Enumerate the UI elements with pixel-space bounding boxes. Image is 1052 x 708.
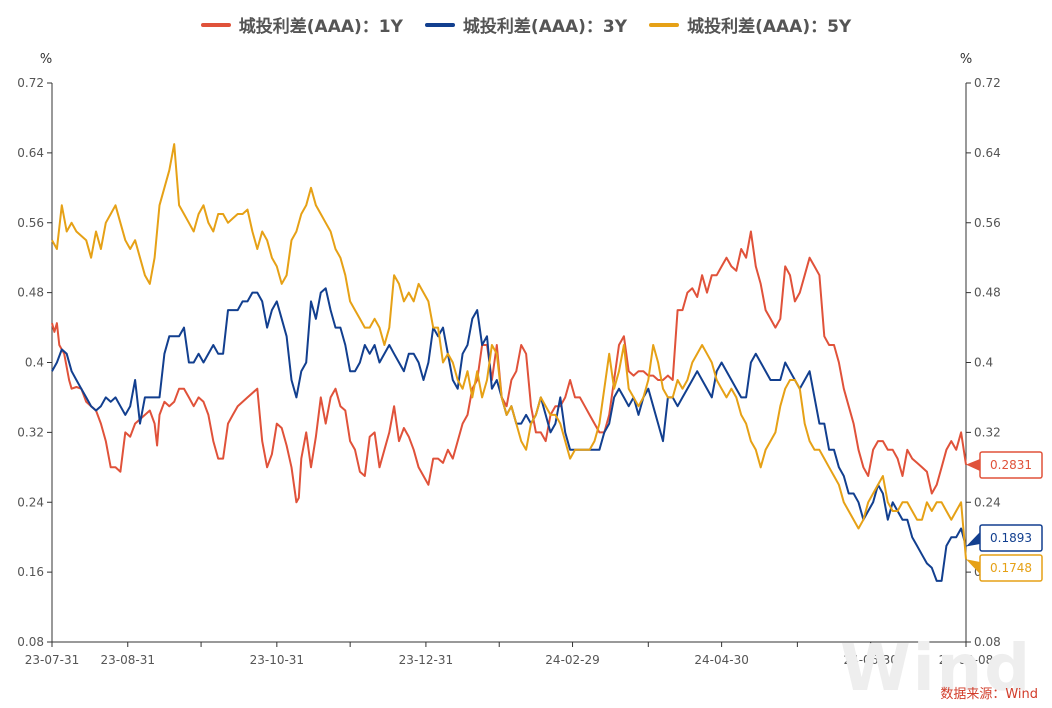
legend-item-1y[interactable]: 城投利差(AAA)：1Y: [200, 12, 403, 37]
y-tick-label-left: 0.56: [17, 216, 44, 230]
y-tick-label-right: 0.08: [974, 635, 1001, 649]
x-tick-label: 23-07-31: [25, 653, 79, 667]
y-tick-label-left: 0.64: [17, 146, 44, 160]
legend-label-3y: 城投利差(AAA)：3Y: [462, 17, 628, 37]
end-label-2: 0.1748: [990, 561, 1032, 575]
y-tick-label-left: 0.16: [17, 565, 44, 579]
legend-item-3y[interactable]: 城投利差(AAA)：3Y: [424, 12, 628, 37]
series-line-1: [51, 287, 967, 582]
y-tick-label-right: 0.4: [974, 356, 993, 370]
y-tick-label-right: 0.56: [974, 216, 1001, 230]
end-label-pointer-2: [966, 559, 980, 574]
legend: 城投利差(AAA)：1Y 城投利差(AAA)：3Y 城投利差(AAA)：5Y: [0, 12, 1052, 37]
end-label-0: 0.2831: [990, 458, 1032, 472]
series-line-2: [51, 143, 967, 560]
end-label-pointer-1: [966, 532, 980, 547]
series-line-0: [51, 230, 967, 504]
legend-swatch-3y: [424, 22, 455, 27]
x-tick-label: 23-12-31: [399, 653, 453, 667]
x-tick-label: 24-02-29: [545, 653, 599, 667]
legend-swatch-1y: [200, 22, 231, 27]
y-tick-label-left: 0.24: [17, 495, 44, 509]
legend-swatch-5y: [649, 22, 680, 27]
y-tick-label-left: 0.08: [17, 635, 44, 649]
y-tick-label-left: 0.4: [25, 356, 44, 370]
end-label-box-0: [979, 451, 1043, 479]
x-tick-label: 24-04-30: [694, 653, 748, 667]
source-text: 数据来源：Wind: [940, 687, 1038, 702]
y-tick-label-right: 0.48: [974, 286, 1001, 300]
legend-item-5y[interactable]: 城投利差(AAA)：5Y: [649, 12, 851, 37]
legend-label-5y: 城投利差(AAA)：5Y: [687, 17, 852, 37]
x-tick-label: 24-06-30: [843, 653, 897, 667]
y-tick-label-left: 0.48: [17, 286, 44, 300]
end-label-box-2: [979, 554, 1043, 582]
end-label-box-1: [979, 524, 1043, 552]
x-tick-label: 24-08-08: [939, 653, 993, 667]
x-tick-label: 23-10-31: [250, 653, 304, 667]
y-tick-label-left: 0.72: [17, 76, 44, 90]
y-tick-label-right: 0.64: [974, 146, 1001, 160]
y-tick-label-left: 0.32: [17, 425, 44, 439]
y-unit-left: %: [40, 52, 52, 67]
x-tick-label: 23-08-31: [101, 653, 155, 667]
y-tick-label-right: 0.72: [974, 76, 1001, 90]
end-label-1: 0.1893: [990, 531, 1032, 545]
watermark: Wind: [840, 632, 1032, 706]
legend-label-1y: 城投利差(AAA)：1Y: [238, 17, 403, 37]
y-tick-label-right: 0.24: [974, 495, 1001, 509]
y-tick-label-right: 0.32: [974, 425, 1001, 439]
y-unit-right: %: [960, 52, 972, 67]
end-label-pointer-0: [966, 459, 980, 471]
